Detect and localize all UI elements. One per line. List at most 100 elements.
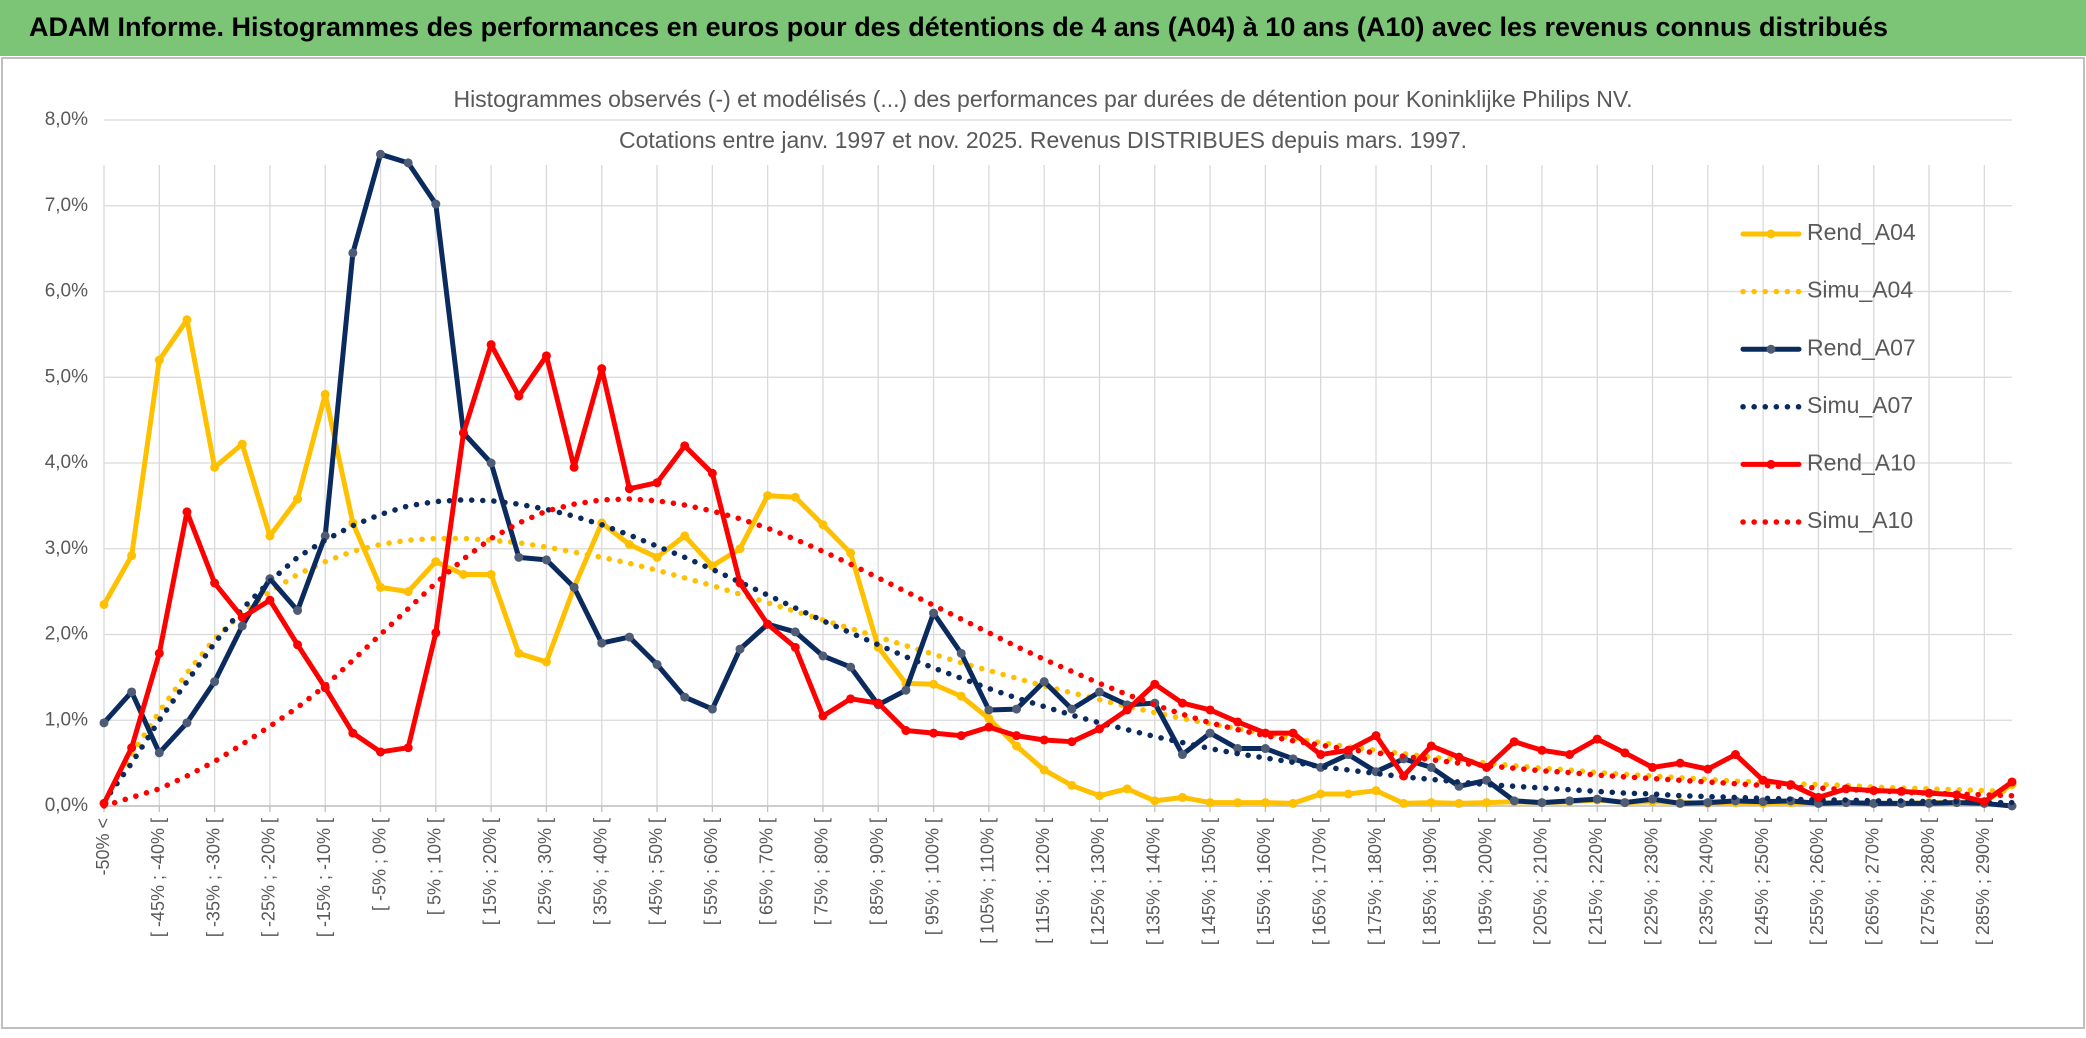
data-point bbox=[1869, 786, 1879, 796]
data-point bbox=[1316, 789, 1326, 799]
x-tick-label: [ 185% ; 190% [ bbox=[1420, 818, 1440, 945]
data-point bbox=[1122, 784, 1132, 794]
data-point bbox=[1454, 798, 1464, 808]
model-line bbox=[101, 535, 2015, 805]
data-point bbox=[1039, 677, 1049, 687]
data-point bbox=[1758, 775, 1768, 785]
data-point bbox=[99, 599, 109, 609]
data-point bbox=[458, 428, 468, 438]
data-point bbox=[901, 726, 911, 736]
y-tick-label: 7,0% bbox=[45, 195, 88, 216]
y-tick-label: 6,0% bbox=[45, 281, 88, 302]
x-tick-label: [ 65% ; 70% [ bbox=[756, 818, 776, 925]
data-point bbox=[127, 551, 137, 561]
data-point bbox=[1426, 741, 1436, 751]
data-point bbox=[1039, 735, 1049, 745]
data-point bbox=[652, 552, 662, 562]
data-point bbox=[182, 315, 192, 325]
data-point bbox=[984, 714, 994, 724]
x-tick-label: [ 265% ; 270% [ bbox=[1862, 818, 1882, 945]
data-point bbox=[1233, 798, 1243, 808]
data-point bbox=[790, 642, 800, 652]
x-tick-label: [ 175% ; 180% [ bbox=[1365, 818, 1385, 945]
data-point bbox=[818, 651, 828, 661]
data-point bbox=[680, 441, 690, 451]
data-point bbox=[569, 462, 579, 472]
data-point bbox=[1620, 748, 1630, 758]
data-point bbox=[1205, 728, 1215, 738]
data-line bbox=[101, 151, 2015, 809]
x-tick-label: [ 235% ; 240% [ bbox=[1697, 818, 1717, 945]
data-point bbox=[818, 520, 828, 530]
data-point bbox=[127, 687, 137, 697]
data-point bbox=[929, 608, 939, 618]
data-point bbox=[182, 718, 192, 728]
data-point bbox=[1730, 750, 1740, 760]
data-point bbox=[846, 694, 856, 704]
data-point bbox=[680, 692, 690, 702]
data-point bbox=[1012, 704, 1022, 714]
data-point bbox=[1426, 762, 1436, 772]
data-point bbox=[320, 389, 330, 399]
data-point bbox=[846, 548, 856, 558]
data-point bbox=[1454, 752, 1464, 762]
data-point bbox=[293, 494, 303, 504]
data-point bbox=[1703, 764, 1713, 774]
data-point bbox=[265, 531, 275, 541]
data-point bbox=[376, 149, 386, 159]
data-point bbox=[431, 628, 441, 638]
data-point bbox=[403, 743, 413, 753]
data-point bbox=[182, 507, 192, 517]
x-tick-label: [ -5% ; 0% [ bbox=[369, 818, 389, 911]
data-point bbox=[1260, 728, 1270, 738]
x-tick-label: [ 245% ; 250% [ bbox=[1752, 818, 1772, 945]
x-tick-label: [ 285% ; 290% [ bbox=[1973, 818, 1993, 945]
legend-label: Rend_A07 bbox=[1807, 334, 1916, 360]
data-point bbox=[569, 582, 579, 592]
x-tick-label: [ 225% ; 230% [ bbox=[1641, 818, 1661, 945]
legend-label: Simu_A10 bbox=[1807, 507, 1913, 533]
x-tick-label: [ 115% ; 120% [ bbox=[1033, 818, 1053, 944]
data-point bbox=[127, 743, 137, 753]
data-point bbox=[1620, 798, 1630, 808]
data-point bbox=[99, 718, 109, 728]
chart-frame bbox=[1, 57, 2085, 1029]
x-tick-label: [ 105% ; 110% [ bbox=[978, 818, 998, 944]
data-point bbox=[486, 340, 496, 350]
data-point bbox=[1067, 780, 1077, 790]
x-tick-label: [ 165% ; 170% [ bbox=[1309, 818, 1329, 945]
data-point bbox=[1316, 750, 1326, 760]
data-point bbox=[652, 478, 662, 488]
data-point bbox=[1426, 798, 1436, 808]
data-point bbox=[1399, 798, 1409, 808]
x-tick-label: [ 25% ; 30% [ bbox=[535, 818, 555, 925]
data-point bbox=[1067, 737, 1077, 747]
header-bar bbox=[0, 0, 2086, 56]
x-tick-label: [ 35% ; 40% [ bbox=[590, 818, 610, 925]
x-tick-label: -50% < bbox=[93, 818, 113, 876]
data-point bbox=[873, 698, 883, 708]
x-tick-label: [ 85% ; 90% [ bbox=[867, 818, 887, 925]
data-point bbox=[320, 531, 330, 541]
data-point bbox=[541, 555, 551, 565]
data-point bbox=[1260, 744, 1270, 754]
data-point bbox=[2007, 777, 2017, 787]
data-point bbox=[984, 722, 994, 732]
x-tick-label: [ 155% ; 160% [ bbox=[1254, 818, 1274, 945]
data-point bbox=[154, 355, 164, 365]
data-point bbox=[1703, 798, 1713, 808]
data-point bbox=[376, 582, 386, 592]
data-point bbox=[1288, 798, 1298, 808]
data-point bbox=[1565, 796, 1575, 806]
data-point bbox=[348, 248, 358, 258]
x-tick-label: [ 205% ; 210% [ bbox=[1531, 818, 1551, 945]
x-tick-label: [ 135% ; 140% [ bbox=[1144, 818, 1164, 945]
data-point bbox=[541, 657, 551, 667]
data-point bbox=[1260, 798, 1270, 808]
data-point bbox=[1482, 798, 1492, 808]
chart-title: Histogrammes observés (-) et modélisés (… bbox=[453, 86, 1632, 112]
data-point bbox=[1565, 750, 1575, 760]
data-point bbox=[735, 544, 745, 554]
y-tick-label: 8,0% bbox=[45, 109, 88, 130]
